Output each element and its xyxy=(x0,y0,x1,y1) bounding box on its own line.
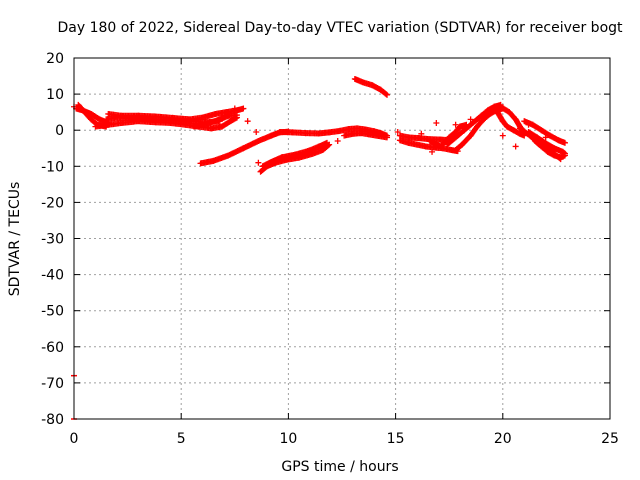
data-point xyxy=(525,121,532,128)
data-point xyxy=(323,139,330,146)
chart-title: Day 180 of 2022, Sidereal Day-to-day VTE… xyxy=(57,20,623,36)
data-point xyxy=(561,139,568,146)
y-tick-label: 0 xyxy=(55,123,64,139)
x-tick-label: 15 xyxy=(387,431,405,447)
y-tick-label: 10 xyxy=(46,87,64,103)
data-point xyxy=(253,129,260,136)
data-point xyxy=(334,138,341,145)
data-arc-arc-21c xyxy=(531,138,568,161)
y-tick-label: -50 xyxy=(41,304,64,320)
data-arc-flat-11b xyxy=(341,130,391,141)
x-tick-label: 5 xyxy=(177,431,186,447)
data-point xyxy=(418,130,425,137)
data-point xyxy=(429,148,436,155)
data-arc-band-high xyxy=(105,105,247,123)
data-point xyxy=(384,91,391,98)
data-point xyxy=(233,112,240,119)
y-axis-label: SDTVAR / TECUs xyxy=(7,182,23,297)
data-point xyxy=(433,119,440,126)
y-tick-label: -30 xyxy=(41,232,64,248)
data-point xyxy=(394,129,401,136)
y-tick-label: 20 xyxy=(46,51,64,67)
x-tick-label: 10 xyxy=(279,431,297,447)
y-tick-label: -80 xyxy=(41,412,64,428)
x-axis-label: GPS time / hours xyxy=(281,459,398,475)
data-arc-cluster-16b xyxy=(396,132,455,144)
x-tick-label: 0 xyxy=(70,431,79,447)
data-point xyxy=(383,91,390,98)
data-arc-arc-13 xyxy=(351,75,391,98)
data-arc-arc-21d xyxy=(525,129,568,157)
data-arc-arc-10-high xyxy=(259,139,330,170)
data-point xyxy=(542,134,549,141)
y-tick-label: -20 xyxy=(41,195,64,211)
x-tick-label: 20 xyxy=(494,431,512,447)
y-tick-label: -60 xyxy=(41,340,64,356)
x-tick-label: 25 xyxy=(601,431,619,447)
data-point xyxy=(561,150,568,157)
data-point xyxy=(486,109,493,116)
data-point xyxy=(240,105,247,112)
data-point xyxy=(512,143,519,150)
data-point xyxy=(499,132,506,139)
data-points xyxy=(71,75,568,420)
data-point xyxy=(384,134,391,141)
y-tick-label: -70 xyxy=(41,376,64,392)
data-point xyxy=(244,118,251,125)
grid xyxy=(74,58,610,419)
data-arc-band-dip xyxy=(191,112,240,130)
y-tick-label: -10 xyxy=(41,159,64,175)
data-point xyxy=(231,105,238,112)
y-tick-label: -40 xyxy=(41,268,64,284)
data-point xyxy=(255,159,262,166)
axis-ticks: -80 -70 -60 -50 -40 -30 -20 -10 0 10 20 0 5 10 15 20 25 xyxy=(41,51,619,447)
data-arc-dip-20 xyxy=(491,103,528,139)
data-point xyxy=(467,116,474,123)
data-point xyxy=(452,121,459,128)
